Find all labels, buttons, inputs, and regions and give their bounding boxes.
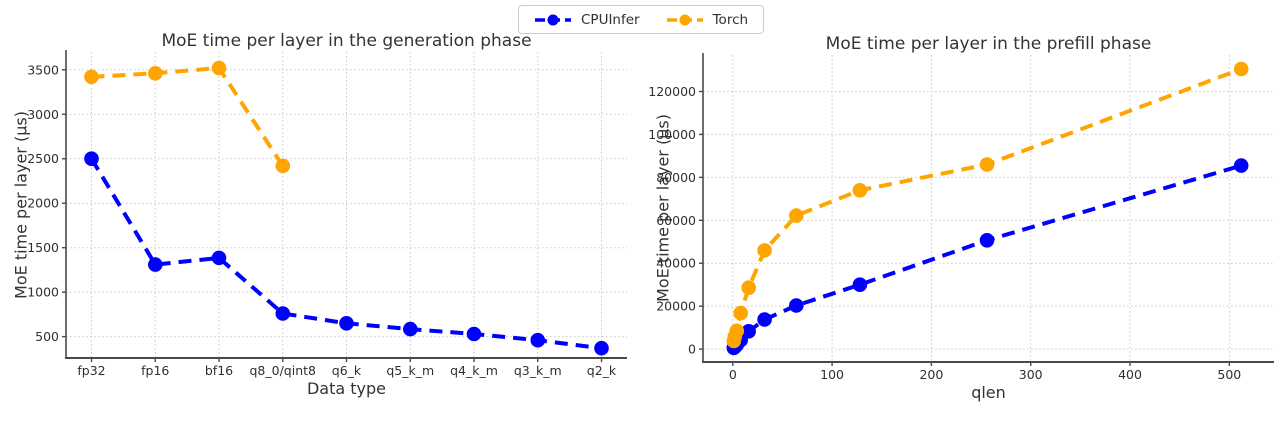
data-point-marker-cpuinfer: [757, 312, 772, 327]
y-tick-label: 2500: [27, 151, 59, 166]
data-point-marker-torch: [757, 243, 772, 258]
prefill-chart-title: MoE time per layer in the prefill phase: [825, 34, 1152, 54]
y-tick-label: 80000: [656, 170, 696, 185]
legend-label-cpuinfer: CPUInfer: [581, 11, 640, 28]
data-point-marker-torch: [733, 305, 748, 321]
x-tick-label: q6_k: [332, 363, 362, 378]
cpuinfer-legend-dot: [547, 14, 559, 25]
y-tick-label: 1500: [27, 240, 59, 255]
data-point-marker-torch: [211, 60, 227, 76]
data-point-marker-cpuinfer: [339, 316, 354, 331]
generation-x-axis-label: Data type: [306, 379, 387, 398]
cpuinfer-line-marker-icon: [535, 14, 571, 25]
y-tick-label: 0: [688, 342, 696, 357]
y-tick-label: 60000: [656, 213, 696, 228]
data-point-marker-torch: [275, 158, 291, 174]
x-tick-label: 500: [1217, 367, 1241, 382]
generation-chart-plot: fp32 fp16 bf16 q8_0/qint8 q6_k q5_k_m q4_k_m q3…: [27, 50, 627, 378]
legend-item-torch: Torch: [666, 12, 748, 28]
torch-legend-dot: [679, 14, 691, 25]
data-point-marker-torch: [789, 208, 804, 223]
y-tick-label: 500: [35, 329, 59, 344]
data-point-marker-cpuinfer: [84, 151, 99, 166]
data-point-marker-cpuinfer: [789, 298, 804, 313]
legend-label-torch: Torch: [712, 11, 749, 28]
data-point-marker-cpuinfer: [275, 306, 291, 321]
legend-item-cpuinfer: CPUInfer: [534, 12, 640, 28]
data-point-marker-cpuinfer: [403, 321, 418, 337]
data-point-marker-cpuinfer: [466, 326, 482, 342]
data-point-marker-cpuinfer: [852, 277, 868, 293]
x-tick-label: q2_k: [587, 363, 617, 378]
y-tick-label: 120000: [648, 84, 696, 99]
data-point-marker-cpuinfer: [530, 332, 546, 348]
y-tick-label: 3500: [27, 62, 59, 77]
prefill-chart-panel: MoE time per layer in the prefill phase …: [640, 0, 1280, 426]
data-point-marker-torch: [729, 323, 745, 339]
data-point-marker-cpuinfer: [979, 233, 995, 248]
data-point-marker-torch: [1233, 61, 1249, 77]
data-point-marker-torch: [979, 157, 995, 172]
x-tick-label: q8_0/qint8: [250, 363, 317, 378]
data-point-marker-cpuinfer: [1233, 158, 1249, 173]
x-tick-label: 100: [820, 367, 844, 382]
x-tick-label: 200: [919, 367, 943, 382]
x-tick-label: bf16: [205, 363, 233, 378]
generation-chart-title: MoE time per layer in the generation pha…: [161, 31, 532, 51]
x-tick-label: 300: [1019, 367, 1043, 382]
series-line-torch: [91, 65, 285, 167]
x-tick-label: q4_k_m: [450, 363, 498, 378]
data-point-marker-cpuinfer: [594, 340, 609, 356]
data-point-marker-cpuinfer: [741, 324, 756, 339]
data-point-marker-torch: [148, 66, 163, 81]
data-point-marker-cpuinfer: [211, 250, 227, 266]
data-point-marker-torch: [741, 280, 756, 296]
legend: CPUInfer Torch: [518, 5, 765, 34]
generation-chart-panel: MoE time per layer in the generation pha…: [12, 31, 627, 398]
x-tick-label: q5_k_m: [386, 363, 434, 378]
y-tick-label: 20000: [656, 299, 696, 314]
prefill-chart-plot: 0 100 200 300 400 500 0 20000 40000 60000 80000 100…: [648, 53, 1274, 382]
x-tick-label: 400: [1118, 367, 1142, 382]
data-point-marker-cpuinfer: [148, 257, 163, 272]
x-tick-label: 0: [729, 367, 737, 382]
torch-line-marker-icon: [666, 14, 703, 25]
y-tick-label: 2000: [27, 196, 59, 211]
y-tick-label: 3000: [27, 107, 59, 122]
y-tick-label: 40000: [656, 256, 696, 271]
prefill-x-axis-label: qlen: [971, 383, 1006, 402]
y-tick-label: 100000: [648, 127, 696, 142]
data-point-marker-torch: [84, 69, 99, 85]
x-tick-label: fp32: [77, 363, 105, 378]
data-point-marker-torch: [852, 183, 868, 198]
x-tick-label: fp16: [141, 363, 169, 378]
x-tick-label: q3_k_m: [514, 363, 562, 378]
series-line-cpuinfer: [732, 163, 1242, 350]
y-tick-label: 1000: [27, 285, 59, 300]
